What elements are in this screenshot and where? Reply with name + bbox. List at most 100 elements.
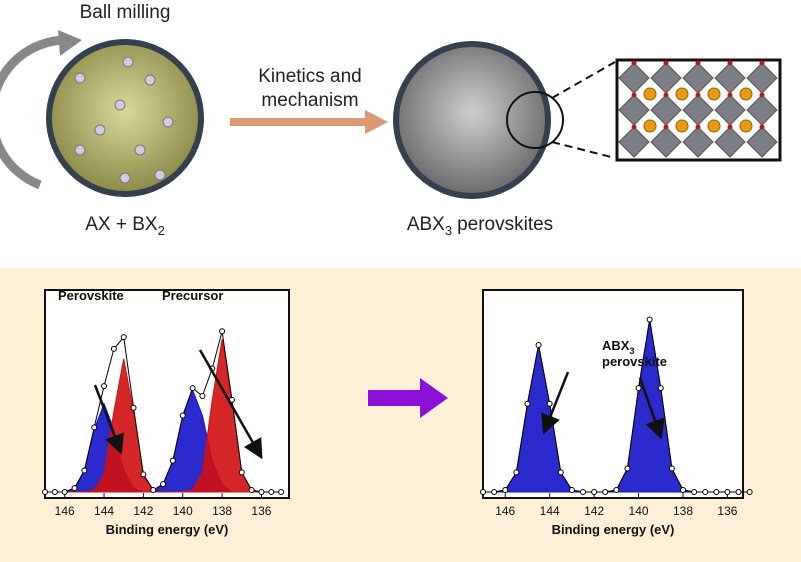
anion (663, 92, 669, 98)
a-cation (675, 119, 689, 133)
anion (759, 60, 765, 66)
envelope-point (713, 489, 720, 495)
annotation-text: Precursor (162, 288, 223, 303)
envelope-point (735, 489, 742, 495)
rotation-arrow-head (58, 30, 82, 56)
x-tick-label: 140 (629, 504, 649, 518)
annotation-text: ABX (602, 338, 630, 353)
envelope-point (150, 487, 157, 494)
a-cation (643, 87, 657, 101)
annotation: perovskite (602, 354, 667, 369)
anion (759, 92, 765, 98)
anion (727, 92, 733, 98)
x-tick-label: 146 (55, 504, 75, 518)
envelope-point (81, 467, 88, 474)
x-tick-label: 138 (673, 504, 693, 518)
transition-arrow (368, 378, 448, 418)
a-cation (739, 87, 753, 101)
anion (727, 124, 733, 130)
product-text: ABX (407, 214, 445, 235)
rotation-arrow (0, 35, 66, 190)
reactants-label: AX + BX2 (85, 214, 165, 238)
octahedra (618, 60, 778, 158)
envelope-point (580, 489, 586, 495)
envelope-point (491, 489, 498, 495)
ball-spheres (74, 56, 174, 184)
envelope-point (524, 400, 531, 407)
annotation: Perovskite (58, 288, 124, 303)
anion (631, 60, 637, 66)
envelope-point (724, 489, 731, 495)
envelope-point (42, 489, 48, 495)
annotation-arrow (198, 349, 263, 460)
anion (759, 124, 765, 130)
product-label: ABX3 perovskites (407, 214, 553, 238)
zoom-line (551, 141, 616, 159)
reactants-text: AX + BX (85, 214, 158, 235)
envelope-point (535, 342, 542, 348)
annotation-text: Perovskite (58, 288, 124, 303)
precursor-particles (46, 39, 204, 197)
annotation-text: perovskite (602, 354, 667, 369)
envelope-point (120, 334, 127, 341)
envelope-point (258, 489, 265, 495)
annotation-arrow (93, 384, 124, 455)
octahedron (714, 126, 746, 158)
envelope-point (513, 469, 520, 476)
envelope-point (160, 481, 167, 488)
envelope-point (169, 457, 176, 464)
arrow-label-2: mechanism (261, 90, 358, 111)
envelope-point (680, 487, 686, 494)
envelope-point (71, 485, 78, 492)
envelope-point (502, 487, 509, 494)
envelope-point (635, 385, 642, 392)
anion (695, 60, 701, 66)
zoom-circle (506, 91, 564, 149)
envelope-point (278, 489, 285, 495)
anion (695, 92, 701, 98)
envelope-point (179, 412, 186, 419)
anion (631, 92, 637, 98)
annotation-arrow (638, 377, 665, 440)
envelope-point (189, 385, 196, 392)
x-tick-label: 146 (495, 504, 515, 518)
a-cation (707, 119, 721, 133)
octahedron (650, 126, 682, 158)
reactants-subscript: 2 (158, 223, 165, 238)
envelope-point (546, 400, 553, 407)
a-cation (707, 87, 721, 101)
envelope-point (568, 487, 575, 494)
envelope-point (557, 469, 564, 476)
x-tick-label: 144 (94, 504, 114, 518)
envelope-point (219, 328, 226, 335)
x-tick-label: 136 (717, 504, 737, 518)
product-suffix: perovskites (457, 214, 553, 235)
annotation: ABX3 (602, 338, 634, 356)
annotation-arrow (541, 371, 570, 435)
envelope-point (668, 465, 675, 472)
envelope-point (140, 471, 147, 478)
process-arrow (230, 110, 388, 134)
envelope-point (646, 316, 653, 323)
envelope-point (657, 385, 664, 392)
x-tick-label: 144 (540, 504, 560, 518)
octahedron (682, 126, 714, 158)
envelope-point (480, 489, 486, 495)
octahedron (746, 126, 778, 158)
product-subscript: 3 (445, 223, 452, 238)
envelope-point (268, 489, 275, 495)
anion (663, 60, 669, 66)
envelope-point (591, 489, 598, 495)
envelope-point (51, 489, 58, 495)
envelope-point (691, 489, 698, 495)
ball-milling-label: Ball milling (80, 2, 171, 23)
envelope-point (624, 465, 631, 472)
a-cation (739, 119, 753, 133)
annotation: Precursor (162, 288, 223, 303)
envelope-point (130, 404, 137, 411)
envelope-point (238, 469, 245, 476)
envelope-point (248, 487, 255, 494)
x-tick-label: 142 (584, 504, 604, 518)
x-tick-label: 138 (212, 504, 232, 518)
